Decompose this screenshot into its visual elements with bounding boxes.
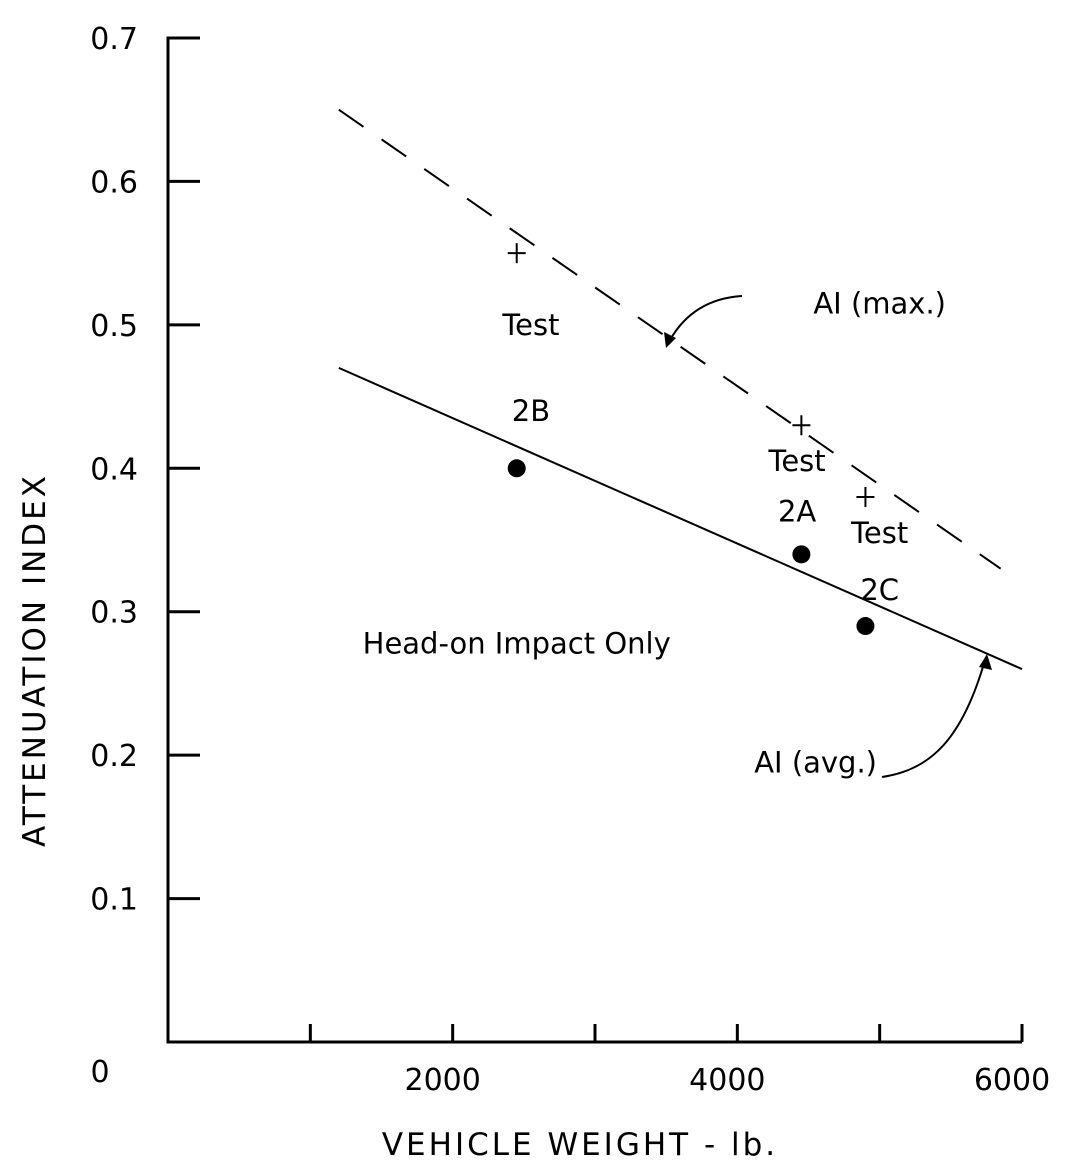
ai-max-leader-arrow: [669, 295, 743, 341]
y-tick-label-0.2: 0.2: [90, 739, 138, 774]
y-tick-label-0.6: 0.6: [90, 165, 138, 200]
ai-avg-arrowhead: [979, 654, 992, 670]
annotation-head-on: Head-on Impact Only: [363, 626, 671, 660]
annotation-ai-avg: AI (avg.): [754, 745, 877, 779]
annotation-test-2c-line-2: 2C: [860, 573, 899, 607]
annotation-test-2b-line-1: Test: [501, 308, 559, 342]
ai-avg-point: [507, 459, 526, 478]
leader-arrows: [664, 295, 992, 778]
y-tick-label-0.1: 0.1: [90, 883, 138, 918]
x-tick-labels: 2000 4000 6000: [404, 1063, 1050, 1098]
annotation-test-2a-line-2: 2A: [778, 494, 816, 528]
x-tick-label-6000: 6000: [974, 1063, 1050, 1098]
ai-avg-leader-arrow: [881, 659, 986, 778]
annotation-test-2a-line-1: Test: [768, 444, 826, 478]
origin-label: 0: [90, 1055, 109, 1090]
y-tick-label-0.3: 0.3: [90, 596, 138, 631]
y-tick-label-0.5: 0.5: [90, 309, 138, 344]
ai-avg-point: [856, 617, 875, 636]
ai-max-point: [792, 415, 811, 436]
annotation-test-2b-line-2: 2B: [512, 394, 550, 428]
y-axis-title: ATTENUATION INDEX: [17, 473, 53, 847]
y-tick-label-0.4: 0.4: [90, 452, 138, 487]
x-ticks: [308, 1024, 1024, 1042]
ai-max-point: [507, 243, 526, 264]
x-tick-label-4000: 4000: [689, 1063, 765, 1098]
y-tick-labels: 0.1 0.2 0.3 0.4 0.5 0.6 0.7: [90, 22, 138, 918]
annotation-ai-max: AI (max.): [813, 286, 946, 320]
x-axis-title: VEHICLE WEIGHT - lb.: [382, 1127, 778, 1163]
annotation-test-2c-line-1: Test: [850, 516, 908, 550]
axes: [166, 36, 1024, 1044]
data-markers: [507, 243, 875, 636]
x-tick-label-2000: 2000: [404, 1063, 480, 1098]
y-tick-label-0.7: 0.7: [90, 22, 138, 57]
annotations: Test 2B Test 2A Test 2C Head-on Impact Only AI …: [363, 286, 946, 779]
ai-avg-point: [792, 545, 811, 564]
ai-avg-solid-line: [338, 366, 1023, 671]
fit-lines: [338, 108, 1023, 671]
ai-max-arrowhead: [664, 332, 676, 348]
y-ticks: [168, 179, 200, 901]
ai-max-point: [856, 486, 875, 507]
